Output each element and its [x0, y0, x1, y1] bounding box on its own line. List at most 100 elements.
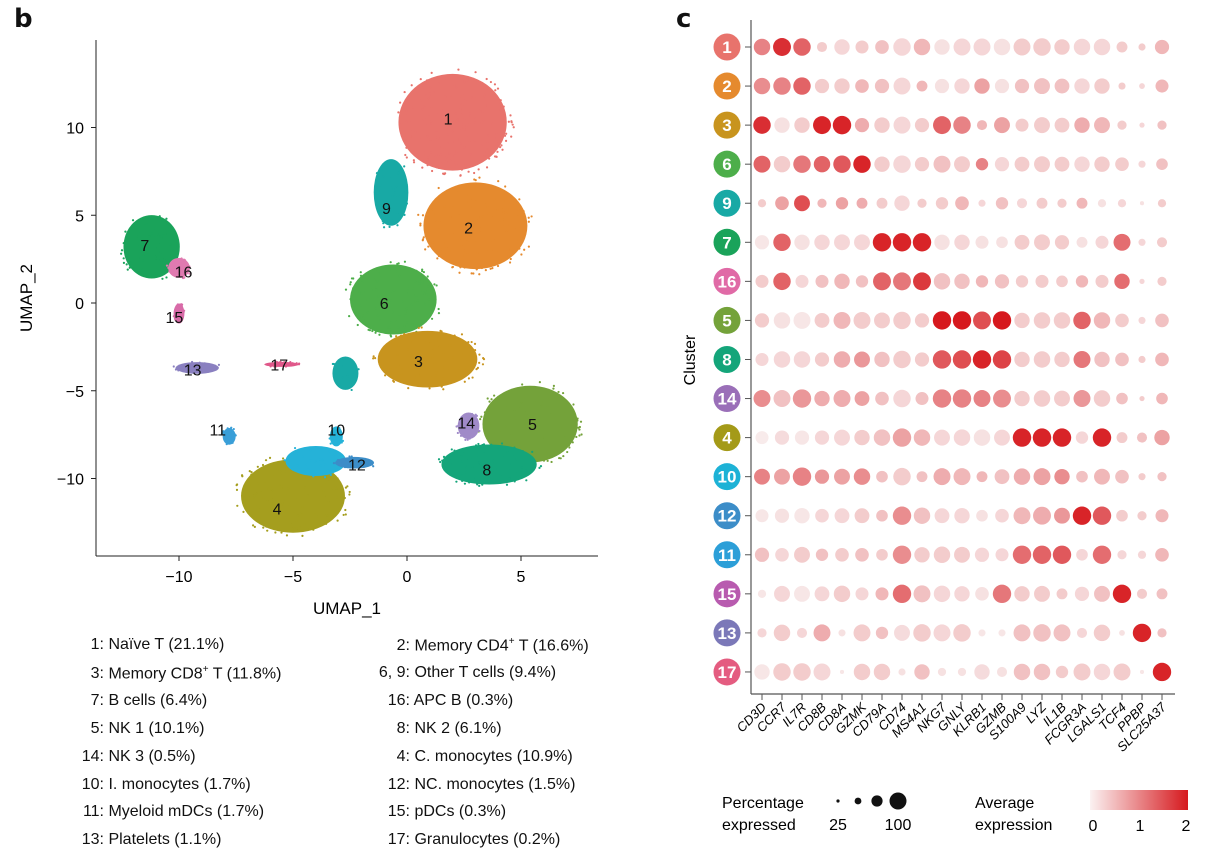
- umap-point: [338, 426, 341, 430]
- umap-point: [326, 514, 329, 517]
- umap-point: [183, 259, 187, 262]
- umap-point: [452, 233, 456, 236]
- umap-point: [405, 120, 408, 123]
- umap-point: [431, 208, 435, 211]
- umap-point: [427, 156, 430, 159]
- umap-point: [391, 194, 394, 198]
- umap-point: [188, 272, 191, 275]
- dot-9-TCF4: [1117, 199, 1127, 208]
- dot-11-CD8A: [835, 547, 849, 562]
- dot-7-CD8B: [814, 234, 830, 250]
- umap-point: [431, 310, 434, 313]
- dot-4-PPBP: [1136, 432, 1148, 443]
- umap-point: [172, 365, 175, 368]
- umap-point: [467, 224, 470, 228]
- size-legend-dot: [836, 799, 840, 803]
- dot-1-GZMB: [993, 38, 1011, 56]
- dot-6-CCR7: [773, 155, 791, 173]
- umap-point: [463, 79, 466, 82]
- umap-point: [199, 366, 202, 369]
- umap-point: [411, 383, 414, 387]
- umap-point: [472, 272, 475, 275]
- umap-point: [398, 330, 401, 333]
- umap-point: [369, 298, 372, 301]
- umap-point: [464, 218, 467, 221]
- umap-point: [411, 323, 414, 326]
- umap-point: [182, 311, 185, 314]
- dot-14-LGALS1: [1093, 390, 1111, 407]
- umap-point: [335, 468, 338, 471]
- umap-point: [422, 236, 425, 239]
- umap-point: [485, 166, 489, 169]
- umap-point: [422, 153, 425, 157]
- umap-point: [445, 160, 448, 163]
- umap-point: [411, 106, 414, 109]
- umap-point: [323, 476, 327, 479]
- umap-point: [459, 350, 462, 353]
- umap-point: [441, 459, 444, 462]
- umap-point: [394, 367, 398, 370]
- dot-1-LYZ: [1033, 38, 1051, 56]
- cluster-badge-15: [713, 580, 741, 608]
- dot-7-CD3D: [754, 235, 770, 250]
- umap-point: [516, 387, 519, 390]
- dot-1-GNLY: [953, 38, 971, 56]
- umap-point: [388, 368, 392, 371]
- dot-11-GZMB: [995, 548, 1009, 562]
- umap-point: [561, 441, 564, 444]
- dot-2-CCR7: [773, 77, 791, 95]
- umap-point: [181, 272, 184, 276]
- cluster-number: 7:: [90, 691, 104, 709]
- umap-point: [426, 164, 429, 167]
- umap-point: [414, 300, 417, 303]
- umap-point: [180, 257, 183, 260]
- umap-point: [337, 442, 340, 445]
- umap-point: [397, 376, 400, 379]
- dot-3-PPBP: [1139, 122, 1145, 128]
- umap-point: [453, 370, 457, 373]
- umap-point: [424, 82, 427, 85]
- cell-type-legend-item: 4: C. monocytes (10.9%): [0, 748, 573, 766]
- umap-point: [160, 236, 163, 239]
- dot-5-SLC25A37: [1155, 313, 1169, 328]
- cell-type-legend-item: 16: APC B (0.3%): [0, 692, 513, 710]
- umap-point: [311, 495, 314, 498]
- umap-point: [439, 460, 442, 464]
- umap-point: [456, 431, 459, 435]
- umap-point: [478, 245, 481, 248]
- umap-point: [264, 482, 267, 485]
- umap-point: [339, 373, 342, 376]
- umap-point: [489, 267, 492, 270]
- umap-point: [422, 118, 425, 121]
- umap-y-tick-label: 5: [75, 208, 84, 225]
- umap-point: [465, 416, 468, 420]
- dot-16-FCGR3A: [1075, 275, 1089, 288]
- dot-15-GZMK: [855, 587, 869, 601]
- umap-point: [460, 333, 464, 336]
- umap-cluster-8-region: [441, 444, 537, 485]
- umap-point: [397, 345, 400, 348]
- umap-point: [547, 455, 550, 458]
- umap-point: [278, 362, 281, 365]
- umap-point: [421, 238, 425, 241]
- dot-2-LYZ: [1034, 78, 1050, 95]
- umap-point: [390, 321, 393, 324]
- umap-point: [475, 229, 478, 232]
- umap-point: [510, 463, 513, 466]
- dot-6-CD74: [893, 155, 911, 173]
- umap-point: [513, 408, 516, 412]
- umap-point: [333, 443, 337, 446]
- umap-point: [490, 443, 493, 446]
- umap-point: [449, 459, 452, 462]
- umap-point: [407, 387, 410, 390]
- umap-point: [389, 261, 392, 264]
- umap-point: [316, 515, 320, 518]
- umap-point: [436, 257, 439, 260]
- umap-point: [183, 262, 187, 265]
- umap-point: [421, 281, 424, 284]
- umap-point: [141, 243, 145, 246]
- umap-point: [374, 307, 377, 310]
- umap-point: [430, 120, 433, 123]
- umap-point: [451, 140, 454, 144]
- umap-point: [533, 405, 536, 408]
